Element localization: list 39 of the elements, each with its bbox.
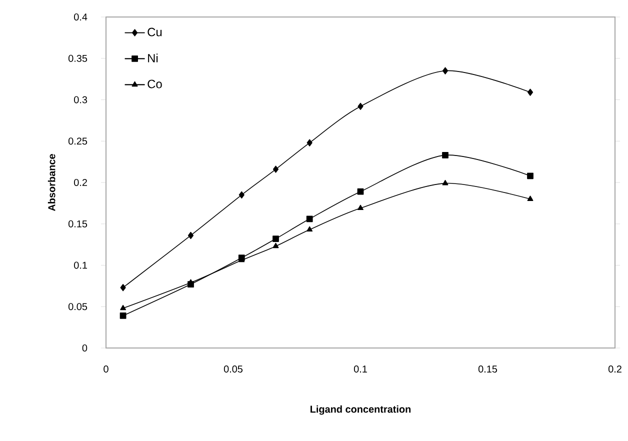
x-tick-label: 0.1 — [354, 366, 367, 373]
point — [442, 180, 448, 186]
point — [527, 196, 534, 201]
x-tick-label: 0.05 — [224, 366, 243, 373]
y-tick-label: 0 — [82, 344, 88, 352]
y-tick-label: 0.4 — [74, 13, 88, 21]
y-tick-label: 0.2 — [74, 178, 87, 186]
y-tick-label: 0.05 — [68, 303, 88, 310]
legend-label: Cu — [148, 28, 162, 36]
x-tick-label: 0.2 — [608, 366, 622, 373]
x-axis-title: Ligand concentration — [310, 405, 411, 415]
y-tick-label: 0.35 — [68, 54, 88, 62]
legend-label: Ni — [148, 54, 158, 62]
y-tick-label: 0.1 — [74, 262, 87, 269]
point — [442, 152, 448, 158]
y-tick-label: 0.3 — [74, 96, 88, 104]
point — [527, 88, 534, 96]
point — [306, 226, 313, 232]
y-tick-label: 0.25 — [68, 138, 88, 145]
point — [357, 188, 364, 195]
point — [358, 102, 364, 110]
point — [442, 67, 448, 74]
point — [306, 139, 312, 146]
point — [358, 204, 364, 210]
legend-label: Co — [148, 80, 162, 88]
point — [188, 232, 194, 240]
point — [120, 304, 126, 310]
x-tick-label: 0 — [104, 366, 108, 373]
point — [272, 242, 279, 248]
point — [272, 236, 279, 242]
y-axis-title: Absorbance — [48, 154, 56, 212]
point — [120, 312, 126, 319]
point — [272, 166, 279, 173]
point — [120, 284, 126, 292]
y-tick-label: 0.15 — [68, 220, 88, 228]
x-tick-label: 0.15 — [478, 366, 498, 373]
point — [238, 191, 244, 198]
point — [306, 216, 313, 222]
point — [527, 172, 534, 180]
